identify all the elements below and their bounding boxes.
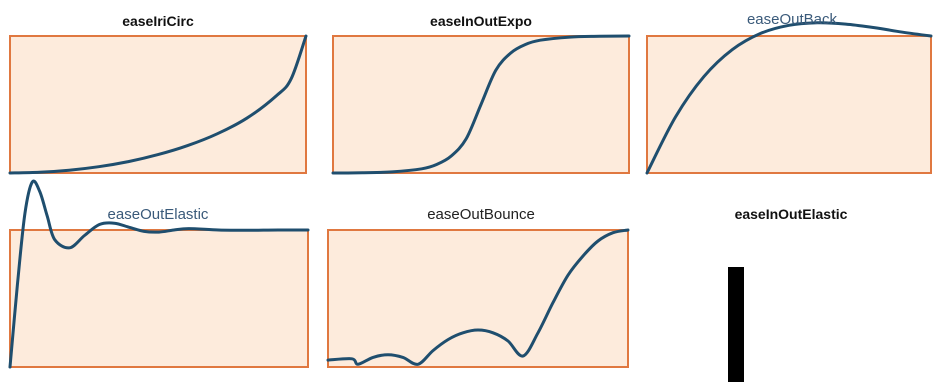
chart-title: easeInOutElastic [735, 206, 848, 222]
chart-title: easeOutElastic [108, 206, 209, 223]
chart-panel-easeoutelastic: easeOutElastic [8, 179, 310, 369]
chart-panel-easeinoutexpo: easeInOutExpo [331, 13, 631, 175]
chart-title: easeOutBounce [427, 206, 535, 223]
series-line [8, 34, 308, 175]
series-line [326, 228, 630, 366]
series-line [8, 179, 310, 369]
chart-panel-easeoutback: easeOutBack [645, 11, 933, 175]
plot-area [646, 35, 932, 174]
chart-title: easeInOutExpo [430, 13, 532, 29]
black-bar [728, 267, 744, 382]
chart-title: easeIriCirc [122, 13, 194, 29]
chart-panel-easeoutbounce: easeOutBounce [326, 206, 630, 368]
chart-title: easeOutBack [747, 11, 838, 28]
series-line [645, 21, 933, 175]
plot-area [9, 229, 309, 368]
plot-area [9, 35, 307, 174]
plot-area [327, 229, 629, 368]
chart-panel-easeiricirc: easeIriCirc [8, 13, 308, 175]
series-line [331, 34, 631, 175]
chart-panel-easeinoutelastic: easeInOutElastic [728, 206, 848, 382]
